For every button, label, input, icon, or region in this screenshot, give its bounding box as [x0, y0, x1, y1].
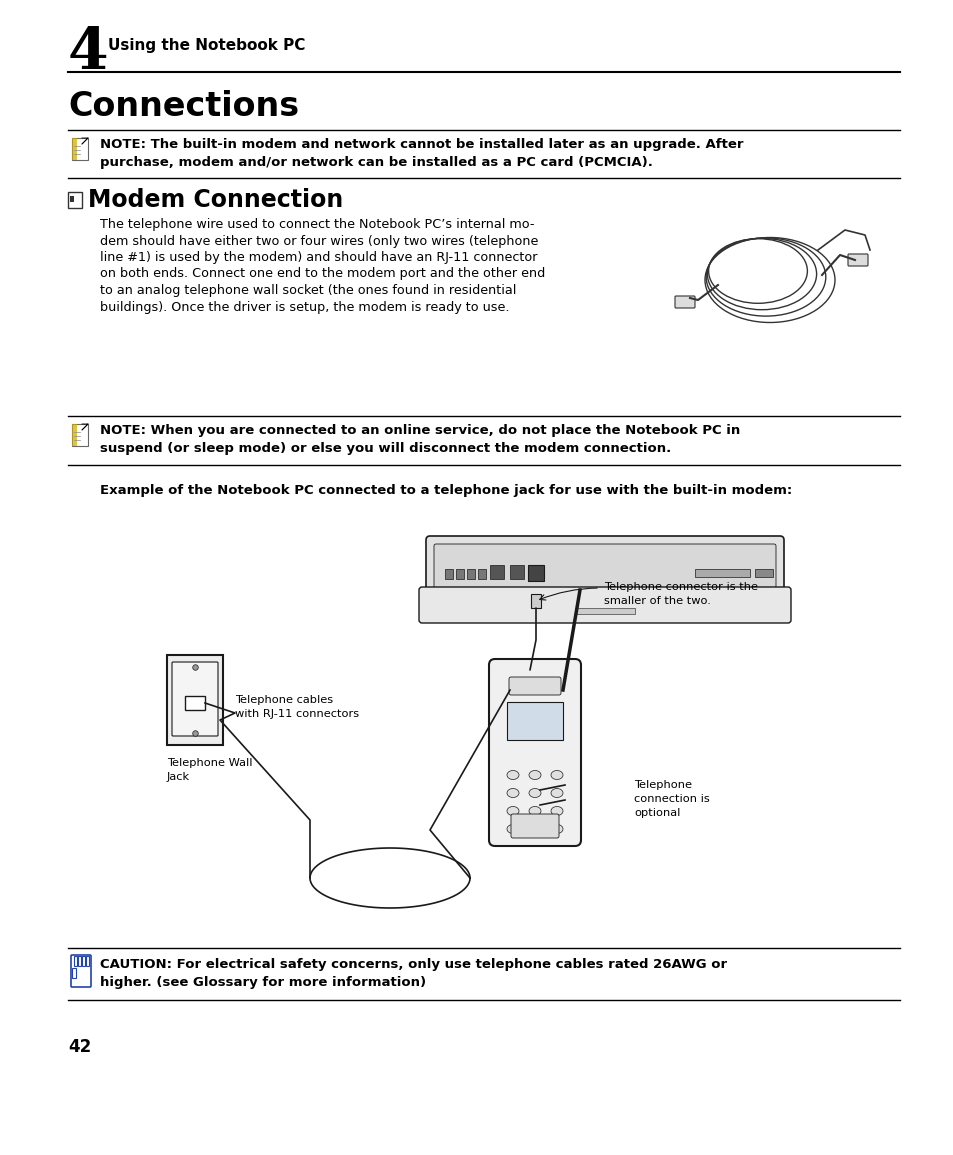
Text: Telephone Wall: Telephone Wall [167, 758, 253, 768]
FancyBboxPatch shape [418, 587, 790, 623]
Bar [444, 569, 453, 579]
Text: line #1) is used by the modem) and should have an RJ-11 connector: line #1) is used by the modem) and shoul… [100, 251, 537, 264]
FancyBboxPatch shape [70, 196, 74, 202]
Ellipse shape [506, 806, 518, 815]
Text: 42: 42 [68, 1038, 91, 1056]
Text: NOTE: When you are connected to an online service, do not place the Notebook PC : NOTE: When you are connected to an onlin… [100, 424, 740, 437]
Text: NOTE: The built-in modem and network cannot be installed later as an upgrade. Af: NOTE: The built-in modem and network can… [100, 137, 742, 151]
Text: dem should have either two or four wires (only two wires (telephone: dem should have either two or four wires… [100, 234, 537, 247]
Text: smaller of the two.: smaller of the two. [603, 596, 710, 606]
Text: Example of the Notebook PC connected to a telephone jack for use with the built-: Example of the Notebook PC connected to … [100, 484, 791, 497]
Text: Telephone connector is the: Telephone connector is the [603, 582, 758, 593]
Ellipse shape [551, 789, 562, 797]
Ellipse shape [551, 806, 562, 815]
Ellipse shape [506, 825, 518, 834]
FancyBboxPatch shape [71, 424, 77, 446]
Bar [74, 956, 77, 966]
FancyBboxPatch shape [71, 137, 77, 161]
Ellipse shape [529, 770, 540, 780]
Bar [71, 968, 76, 978]
Text: to an analog telephone wall socket (the ones found in residential: to an analog telephone wall socket (the … [100, 284, 516, 297]
FancyBboxPatch shape [426, 536, 783, 596]
Bar [456, 569, 463, 579]
Text: suspend (or sleep mode) or else you will disconnect the modem connection.: suspend (or sleep mode) or else you will… [100, 442, 671, 455]
Bar [510, 565, 523, 579]
Text: buildings). Once the driver is setup, the modem is ready to use.: buildings). Once the driver is setup, th… [100, 300, 509, 313]
Text: CAUTION: For electrical safety concerns, only use telephone cables rated 26AWG o: CAUTION: For electrical safety concerns,… [100, 957, 726, 971]
Bar [695, 569, 749, 578]
Bar [78, 956, 81, 966]
FancyBboxPatch shape [511, 814, 558, 839]
FancyBboxPatch shape [71, 955, 91, 988]
FancyBboxPatch shape [434, 544, 775, 588]
FancyBboxPatch shape [531, 594, 540, 608]
Bar [490, 565, 503, 579]
FancyBboxPatch shape [675, 296, 695, 308]
Bar [527, 565, 543, 581]
Ellipse shape [529, 825, 540, 834]
Ellipse shape [551, 770, 562, 780]
Bar [575, 608, 635, 614]
FancyBboxPatch shape [489, 660, 580, 845]
FancyBboxPatch shape [847, 254, 867, 266]
Text: higher. (see Glossary for more information): higher. (see Glossary for more informati… [100, 976, 426, 989]
Text: 4: 4 [68, 25, 109, 81]
Bar [82, 956, 85, 966]
Text: Using the Notebook PC: Using the Notebook PC [108, 38, 305, 53]
Text: Telephone cables: Telephone cables [234, 695, 333, 705]
Ellipse shape [506, 770, 518, 780]
Text: Jack: Jack [167, 772, 190, 782]
FancyBboxPatch shape [509, 677, 560, 695]
Ellipse shape [529, 806, 540, 815]
Text: connection is: connection is [634, 793, 709, 804]
FancyBboxPatch shape [71, 424, 88, 446]
FancyBboxPatch shape [172, 662, 218, 736]
Bar [86, 956, 89, 966]
Bar [467, 569, 475, 579]
Bar [477, 569, 485, 579]
Bar [185, 696, 205, 710]
Text: optional: optional [634, 808, 679, 818]
Bar [506, 702, 562, 740]
Text: Telephone: Telephone [634, 780, 691, 790]
Text: on both ends. Connect one end to the modem port and the other end: on both ends. Connect one end to the mod… [100, 268, 545, 281]
FancyBboxPatch shape [71, 137, 88, 161]
Bar [754, 569, 772, 578]
Text: with RJ-11 connectors: with RJ-11 connectors [234, 709, 358, 720]
Text: purchase, modem and/or network can be installed as a PC card (PCMCIA).: purchase, modem and/or network can be in… [100, 156, 652, 169]
Ellipse shape [506, 789, 518, 797]
FancyBboxPatch shape [167, 655, 223, 745]
Text: Connections: Connections [68, 90, 299, 122]
Ellipse shape [529, 789, 540, 797]
Text: Modem Connection: Modem Connection [88, 188, 343, 213]
Ellipse shape [551, 825, 562, 834]
Text: The telephone wire used to connect the Notebook PC’s internal mo-: The telephone wire used to connect the N… [100, 218, 534, 231]
FancyBboxPatch shape [68, 192, 82, 208]
